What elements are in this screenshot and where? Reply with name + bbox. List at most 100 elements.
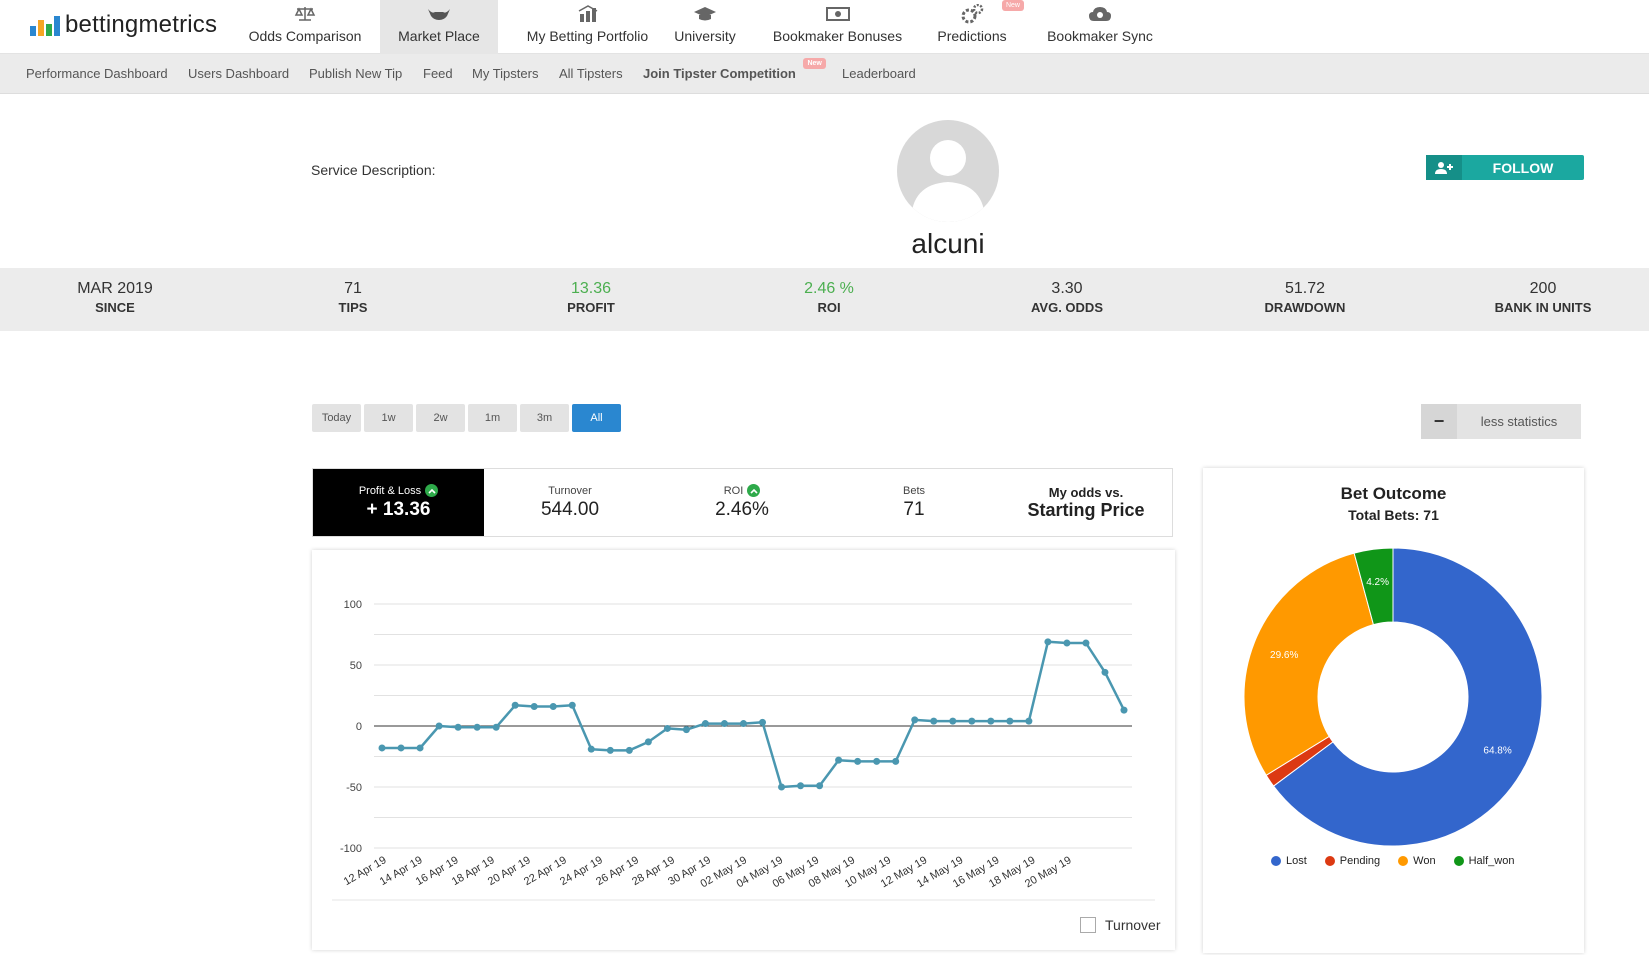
subnav-feed[interactable]: Feed [423, 66, 453, 81]
turnover-checkbox[interactable] [1080, 917, 1096, 933]
bet-outcome-donut-chart: 64.8% 29.6% 4.2% [1243, 547, 1543, 847]
data-point[interactable] [968, 717, 976, 725]
data-point[interactable] [987, 717, 995, 725]
subnav-leaderboard[interactable]: Leaderboard [842, 66, 916, 81]
data-point[interactable] [397, 744, 405, 752]
legend-item[interactable]: Pending [1324, 855, 1380, 867]
data-point[interactable] [1025, 717, 1033, 725]
legend-item[interactable]: Half_won [1453, 855, 1514, 867]
legend-item[interactable]: Won [1398, 855, 1436, 867]
data-point[interactable] [835, 756, 843, 764]
data-point[interactable] [378, 744, 386, 752]
tab-profit-loss[interactable]: Profit & Loss + 13.36 [313, 469, 484, 536]
minus-icon: − [1421, 404, 1457, 439]
data-point[interactable] [587, 745, 595, 753]
data-point[interactable] [816, 782, 824, 790]
data-point[interactable] [1044, 638, 1052, 646]
data-point[interactable] [454, 723, 462, 731]
secondary-navigation: Performance Dashboard Users Dashboard Pu… [0, 54, 1649, 94]
data-point[interactable] [911, 716, 919, 724]
nav-my-betting-portfolio[interactable]: My Betting Portfolio [510, 0, 665, 54]
data-point[interactable] [854, 757, 862, 765]
data-point[interactable] [473, 723, 481, 731]
subnav-performance-dashboard[interactable]: Performance Dashboard [26, 66, 168, 81]
data-point[interactable] [606, 746, 614, 754]
nav-predictions[interactable]: Predictions New [928, 0, 1024, 54]
data-point[interactable] [949, 717, 957, 725]
data-point[interactable] [644, 738, 652, 746]
data-point[interactable] [1082, 639, 1090, 647]
data-point[interactable] [416, 744, 424, 752]
pie-slice-lost[interactable] [1272, 547, 1543, 847]
period-today-button[interactable]: Today [312, 404, 361, 432]
bets-label: Bets [902, 484, 925, 497]
pie-slice-half-won[interactable] [1353, 547, 1394, 626]
data-point[interactable] [530, 702, 538, 710]
stat-value: 2.46 % [804, 280, 854, 297]
data-point[interactable] [1063, 639, 1071, 647]
data-point[interactable] [701, 720, 709, 728]
nav-bookmaker-bonuses[interactable]: Bookmaker Bonuses [765, 0, 910, 54]
data-point[interactable] [663, 724, 671, 732]
data-point[interactable] [778, 783, 786, 791]
logo-bars-icon [30, 14, 60, 36]
data-point[interactable] [549, 702, 557, 710]
follow-button[interactable]: FOLLOW [1426, 155, 1584, 180]
tab-roi[interactable]: ROI 2.46% [656, 469, 828, 536]
subnav-publish-new-tip[interactable]: Publish New Tip [309, 66, 403, 81]
period-3m-button[interactable]: 3m [520, 404, 569, 432]
data-point[interactable] [759, 718, 767, 726]
data-point[interactable] [1120, 706, 1128, 714]
stat-drawdown: 51.72 DRAWDOWN [1205, 280, 1405, 315]
tab-odds-vs-starting-price[interactable]: My odds vs. Starting Price [1000, 469, 1172, 536]
data-point[interactable] [930, 717, 938, 725]
stat-value: 200 [1529, 280, 1557, 297]
period-all-button[interactable]: All [572, 404, 621, 432]
nav-bookmaker-sync[interactable]: Bookmaker Sync [1040, 0, 1160, 54]
nav-label: Bookmaker Bonuses [772, 28, 903, 44]
nav-university[interactable]: University [665, 0, 745, 54]
stat-value: 3.30 [1051, 280, 1083, 297]
subnav-all-tipsters[interactable]: All Tipsters [559, 66, 623, 81]
data-point[interactable] [1006, 717, 1014, 725]
stat-label: PROFIT [567, 300, 615, 315]
data-point[interactable] [892, 757, 900, 765]
profit-loss-series-line [382, 640, 1126, 789]
subnav-join-tipster-competition[interactable]: Join Tipster Competition New [643, 58, 826, 81]
data-point[interactable] [492, 723, 500, 731]
nav-label: Odds Comparison [248, 28, 362, 44]
avatar [897, 120, 999, 222]
period-1w-button[interactable]: 1w [364, 404, 413, 432]
pie-slice-won[interactable] [1243, 552, 1375, 776]
data-point[interactable] [435, 722, 443, 730]
y-tick-label: 50 [350, 660, 362, 672]
tab-turnover[interactable]: Turnover 544.00 [484, 469, 656, 536]
data-point[interactable] [625, 746, 633, 754]
y-tick-label: 0 [356, 721, 362, 733]
turnover-toggle[interactable]: Turnover [1080, 917, 1161, 933]
user-silhouette-icon [911, 140, 985, 222]
data-point[interactable] [720, 720, 728, 728]
data-point[interactable] [682, 726, 690, 734]
data-point[interactable] [739, 720, 747, 728]
brand-logo[interactable]: bettingmetrics [30, 10, 217, 40]
subnav-my-tipsters[interactable]: My Tipsters [472, 66, 539, 81]
less-statistics-label: less statistics [1480, 414, 1558, 429]
data-point[interactable] [511, 701, 519, 709]
service-description-label: Service Description: [311, 162, 436, 178]
data-point[interactable] [797, 782, 805, 790]
period-2w-button[interactable]: 2w [416, 404, 465, 432]
data-point[interactable] [1101, 668, 1109, 676]
period-1m-button[interactable]: 1m [468, 404, 517, 432]
less-statistics-button[interactable]: − less statistics [1421, 404, 1581, 439]
nav-label: University [674, 28, 736, 44]
legend-item[interactable]: Lost [1271, 855, 1307, 867]
nav-odds-comparison[interactable]: Odds Comparison [240, 0, 370, 54]
subnav-users-dashboard[interactable]: Users Dashboard [188, 66, 290, 81]
data-point[interactable] [568, 701, 576, 709]
stat-label: ROI [817, 300, 841, 315]
nav-market-place[interactable]: Market Place [380, 0, 498, 54]
tab-bets[interactable]: Bets 71 [828, 469, 1000, 536]
data-point[interactable] [873, 757, 881, 765]
